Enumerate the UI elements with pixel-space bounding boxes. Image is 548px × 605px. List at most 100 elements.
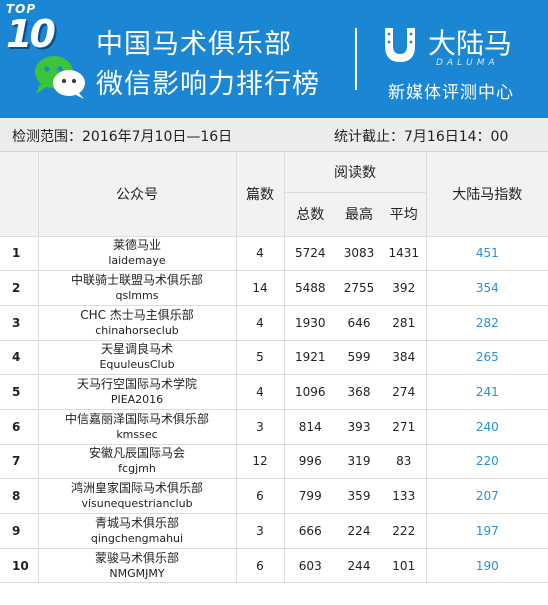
account-name: 中联骑士联盟马术俱乐部 [70,273,203,288]
max-reads-cell: 393 [336,409,382,445]
account-name: 安徽凡辰国际马会 [88,446,185,461]
account-cell: 莱德马业 laidemaye [37,236,236,272]
account-cell: 天马行空国际马术学院 PIEA2016 [37,374,236,410]
account-cell: 蒙骏马术俱乐部 NMGMJMY [37,548,236,584]
articles-cell: 5 [235,340,284,376]
horseshoe-logo-icon [385,28,415,62]
daluma-index-cell: 197 [425,513,548,549]
avg-reads-cell: 222 [382,513,427,549]
avg-reads-cell: 83 [382,444,427,480]
header-banner: TOP 10 中国马术俱乐部 微信影响力排行榜 大陆马 DALUMA 新媒体评测… [0,0,548,118]
max-reads-cell: 2755 [336,270,382,306]
max-reads-cell: 599 [336,340,382,376]
table-row: 2 中联骑士联盟马术俱乐部 qslmms 14 5488 2755 392 354 [0,270,548,306]
daluma-index-cell: 220 [425,444,548,480]
account-id: qingchengmahui [90,531,184,545]
daluma-index-cell: 241 [425,374,548,410]
account-id: laidemaye [108,254,166,268]
table-row: 3 CHC 杰士马主俱乐部 chinahorseclub 4 1930 646 281 282 [0,305,548,341]
max-reads-cell: 646 [336,305,382,341]
articles-cell: 6 [235,478,284,514]
total-reads-cell: 996 [283,444,336,480]
rank-cell: 1 [0,236,38,272]
total-reads-cell: 799 [283,478,336,514]
rank-cell: 10 [0,548,38,584]
daluma-index-cell: 451 [425,236,548,272]
rank-cell: 3 [0,305,38,341]
daluma-index-cell: 282 [425,305,548,341]
account-id: chinahorseclub [95,323,179,337]
account-cell: 青城马术俱乐部 qingchengmahui [37,513,236,549]
avg-reads-cell: 101 [382,548,427,584]
max-reads-cell: 224 [336,513,382,549]
brand-subtitle: 新媒体评测中心 [388,83,514,103]
account-id: EquuleusClub [99,358,175,372]
account-cell: 鸿洲皇家国际马术俱乐部 visunequestrianclub [37,478,236,514]
articles-cell: 12 [235,444,284,480]
rank-header [0,152,38,237]
account-cell: 安徽凡辰国际马会 fcgjmh [37,444,236,480]
account-cell: CHC 杰士马主俱乐部 chinahorseclub [37,305,236,341]
account-cell: 天星调良马术 EquuleusClub [37,340,236,376]
avg-reads-cell: 271 [382,409,427,445]
avg-reads-cell: 392 [382,270,427,306]
daluma-index-cell: 240 [425,409,548,445]
table-row: 9 青城马术俱乐部 qingchengmahui 3 666 224 222 197 [0,513,548,549]
account-cell: 中信嘉丽泽国际马术俱乐部 kmssec [37,409,236,445]
account-id: qslmms [115,289,159,303]
wechat-icon [35,56,85,99]
max-reads-cell: 3083 [336,236,382,272]
total-reads-cell: 814 [283,409,336,445]
daluma-index-cell: 265 [425,340,548,376]
banner-title-line2: 微信影响力排行榜 [96,69,320,100]
rank-cell: 8 [0,478,38,514]
banner-divider [355,28,357,90]
total-header: 总数 [283,192,336,237]
rank-cell: 7 [0,444,38,480]
articles-cell: 14 [235,270,284,306]
account-header: 公众号 [37,152,236,237]
avg-reads-cell: 274 [382,374,427,410]
total-reads-cell: 5488 [283,270,336,306]
top10-top-text: TOP [6,2,37,16]
account-id: kmssec [116,427,158,441]
account-name: 莱德马业 [112,238,161,253]
detection-range: 检测范围：2016年7月10日—16日 [12,129,233,145]
daluma-index-cell: 354 [425,270,548,306]
banner-title-line1: 中国马术俱乐部 [96,29,292,60]
rank-cell: 9 [0,513,38,549]
articles-header: 篇数 [235,152,284,237]
max-reads-cell: 359 [336,478,382,514]
daluma-index-cell: 207 [425,478,548,514]
brand-name: 大陆马 [428,27,513,60]
table-row: 10 蒙骏马术俱乐部 NMGMJMY 6 603 244 101 190 [0,548,548,584]
max-header: 最高 [336,192,382,237]
brand-english: DALUMA [436,58,499,68]
table-row: 6 中信嘉丽泽国际马术俱乐部 kmssec 3 814 393 271 240 [0,409,548,445]
info-bar: 检测范围：2016年7月10日—16日 统计截止：7月16日14：00 [0,118,548,152]
max-reads-cell: 244 [336,548,382,584]
account-name: 青城马术俱乐部 [94,515,179,530]
index-header: 大陆马指数 [425,152,548,237]
total-reads-cell: 603 [283,548,336,584]
articles-cell: 4 [235,374,284,410]
total-reads-cell: 1921 [283,340,336,376]
reads-header: 阅读数 [283,152,427,193]
table-row: 1 莱德马业 laidemaye 4 5724 3083 1431 451 [0,236,548,272]
articles-cell: 6 [235,548,284,584]
top10-number: 10 [6,12,56,56]
rank-cell: 4 [0,340,38,376]
table-row: 5 天马行空国际马术学院 PIEA2016 4 1096 368 274 241 [0,374,548,410]
rank-cell: 6 [0,409,38,445]
avg-reads-cell: 133 [382,478,427,514]
articles-cell: 4 [235,236,284,272]
account-name: 天星调良马术 [100,342,173,357]
account-cell: 中联骑士联盟马术俱乐部 qslmms [37,270,236,306]
account-name: 蒙骏马术俱乐部 [94,550,179,565]
daluma-index-cell: 190 [425,548,548,584]
account-name: 中信嘉丽泽国际马术俱乐部 [64,411,209,426]
account-name: 鸿洲皇家国际马术俱乐部 [70,481,203,496]
table-row: 8 鸿洲皇家国际马术俱乐部 visunequestrianclub 6 799 359 13… [0,478,548,514]
account-id: visunequestrianclub [81,497,193,511]
avg-reads-cell: 384 [382,340,427,376]
